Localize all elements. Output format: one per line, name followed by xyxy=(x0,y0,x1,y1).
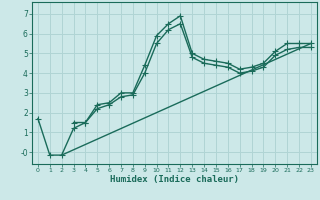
X-axis label: Humidex (Indice chaleur): Humidex (Indice chaleur) xyxy=(110,175,239,184)
